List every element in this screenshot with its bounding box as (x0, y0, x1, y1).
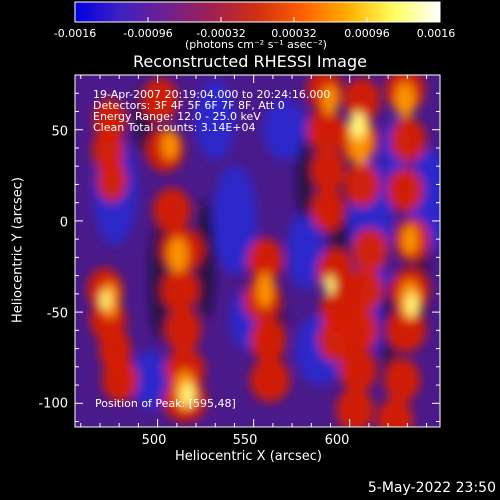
x-tick-label: 550 (232, 433, 258, 448)
colorbar-tick-label: 0.0016 (416, 27, 456, 40)
x-tick-label: 600 (324, 433, 350, 448)
intensity-blob (100, 290, 110, 310)
colorbar-tick-label: 0.00096 (344, 27, 390, 40)
intensity-blob (250, 358, 290, 402)
peak-position-note: Position of Peak: [595,48] (95, 397, 236, 410)
x-axis-label: Heliocentric X (arcsec) (175, 449, 322, 464)
intensity-blob (347, 268, 383, 312)
intensity-blob (311, 188, 345, 232)
intensity-blob (297, 140, 313, 220)
intensity-blob (102, 358, 138, 402)
intensity-blob (386, 308, 426, 352)
intensity-blob (195, 200, 215, 320)
info-time: 19-Apr-2007 20:19:04.000 to 20:24:16.000 (93, 88, 331, 101)
intensity-blob (402, 225, 418, 255)
colorbar-tick-label: -0.0016 (53, 27, 97, 40)
intensity-blob (250, 318, 286, 362)
intensity-blob (387, 168, 423, 212)
info-energy: Energy Range: 12.0 - 25.0 keV (93, 110, 261, 123)
info-clean: Clean Total counts: 3.14E+04 (93, 121, 256, 134)
intensity-blob (325, 275, 335, 295)
colorbar-tick-label: 0.00032 (271, 27, 317, 40)
colorbar-ticks (74, 17, 441, 22)
info-detectors: Detectors: 3F 4F 5F 6F 7F 8F, Att 0 (93, 99, 285, 112)
intensity-blob (161, 268, 199, 312)
colorbar-tick-label: -0.00096 (123, 27, 173, 40)
intensity-blob (247, 238, 283, 282)
intensity-blob (168, 237, 188, 273)
axis-ticks (75, 74, 440, 427)
colorbar (74, 1, 441, 23)
intensity-blob (311, 148, 345, 192)
intensity-blob (344, 78, 380, 122)
intensity-blob (97, 158, 127, 202)
intensity-blob (336, 388, 374, 427)
plot-timestamp: 5-May-2022 23:50 (367, 480, 496, 496)
intensity-blob (287, 210, 323, 290)
intensity-blob (142, 78, 178, 122)
intensity-blob (181, 383, 195, 407)
intensity-blob (213, 165, 257, 275)
y-tick-label: 50 (51, 124, 68, 140)
rhessi-image (75, 75, 440, 427)
intensity-blob (377, 398, 413, 427)
intensity-blob (307, 108, 343, 152)
colorbar-tick-label: -0.00032 (196, 27, 246, 40)
intensity-blob (352, 228, 388, 272)
plot-frame (74, 74, 441, 428)
intensity-blob (153, 188, 191, 232)
intensity-blob (162, 130, 178, 160)
intensity-blob (263, 100, 307, 160)
colorbar-units: (photons cm⁻² s⁻¹ asec⁻²) (185, 38, 327, 51)
x-tick-label: 500 (141, 433, 167, 448)
y-tick-label: -50 (46, 306, 68, 322)
intensity-blob (257, 272, 273, 308)
y-tick-label: -100 (38, 396, 68, 412)
y-tick-label: 0 (59, 215, 68, 231)
plot-title: Reconstructed RHESSI Image (133, 52, 367, 71)
intensity-blob (384, 358, 420, 402)
intensity-blob (395, 82, 415, 118)
intensity-blob (322, 85, 338, 115)
intensity-blob (165, 308, 201, 352)
intensity-blob (342, 308, 378, 352)
intensity-blob (195, 80, 235, 160)
intensity-blob (339, 348, 377, 392)
intensity-blob (350, 111, 366, 139)
intensity-blob (344, 163, 380, 207)
intensity-blob (406, 293, 418, 317)
intensity-blob (132, 350, 168, 410)
y-axis-label: Heliocentric Y (arcsec) (10, 177, 26, 323)
intensity-blob (390, 118, 426, 162)
